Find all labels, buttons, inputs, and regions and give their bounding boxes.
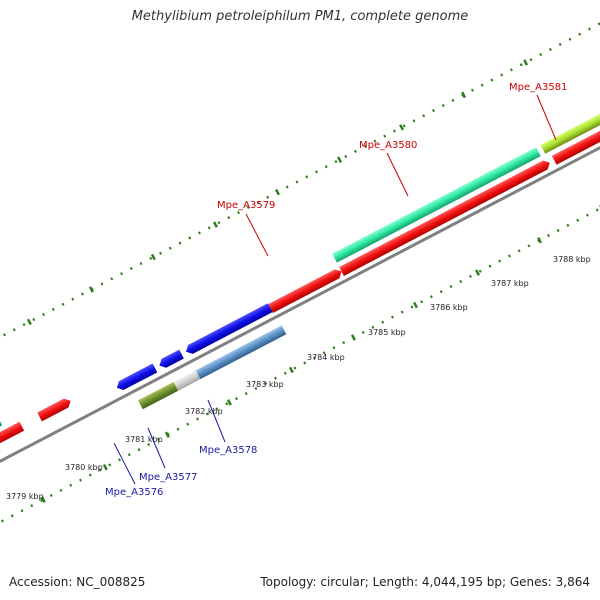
gene-blue-1[interactable] xyxy=(115,363,158,392)
inner-tick-track xyxy=(0,164,600,538)
outer-tick-track xyxy=(0,19,600,393)
gene-mpe-a3581[interactable] xyxy=(551,112,600,165)
scale-label-3783: 3783 kbp xyxy=(246,380,284,389)
scale-label-3788: 3788 kbp xyxy=(553,255,591,264)
scale-label-3784: 3784 kbp xyxy=(307,353,345,362)
gene-blue-2[interactable] xyxy=(157,349,184,370)
page-title: Methylibium petroleiphilum PM1, complete… xyxy=(131,9,469,24)
gene-red-left-small[interactable] xyxy=(37,396,73,422)
scale-label-3781: 3781 kbp xyxy=(125,435,163,444)
scale-label-3786: 3786 kbp xyxy=(430,303,468,312)
scale-label-3780: 3780 kbp xyxy=(65,463,103,472)
gene-label-mpe-a3578[interactable]: Mpe_A3578 xyxy=(199,445,257,456)
scale-label-3779: 3779 kbp xyxy=(6,492,44,501)
gene-label-mpe-a3580[interactable]: Mpe_A3580 xyxy=(359,140,417,151)
scale-label-3782: 3782 kbp xyxy=(185,407,223,416)
gene-steel-mpe-a3578[interactable] xyxy=(195,325,287,380)
inner-major-ticks xyxy=(40,204,600,503)
gene-teal[interactable] xyxy=(332,147,541,263)
outer-major-ticks xyxy=(26,59,529,326)
genome-summary-text: Topology: circular; Length: 4,044,195 bp… xyxy=(260,575,590,589)
gene-lime[interactable] xyxy=(540,91,600,154)
gene-mpe-a3580[interactable] xyxy=(339,158,552,276)
gene-red-left-edge[interactable] xyxy=(0,421,25,452)
gene-label-mpe-a3579[interactable]: Mpe_A3579 xyxy=(217,200,275,211)
scale-label-3785: 3785 kbp xyxy=(368,328,406,337)
accession-text: Accession: NC_008825 xyxy=(9,575,146,589)
reverse-leader-lines xyxy=(113,399,226,485)
gene-grey-mpe-a3577[interactable] xyxy=(173,370,201,391)
gene-label-mpe-a3581[interactable]: Mpe_A3581 xyxy=(509,82,567,93)
gene-olive-mpe-a3576[interactable] xyxy=(138,381,179,410)
gene-blue-3[interactable] xyxy=(184,303,273,356)
backbone-line xyxy=(0,116,600,491)
gene-mpe-a3579[interactable] xyxy=(268,267,344,314)
scale-label-3787: 3787 kbp xyxy=(491,279,529,288)
gene-label-mpe-a3576[interactable]: Mpe_A3576 xyxy=(105,487,163,498)
forward-leader-lines xyxy=(245,94,557,257)
gene-label-mpe-a3577[interactable]: Mpe_A3577 xyxy=(139,472,197,483)
